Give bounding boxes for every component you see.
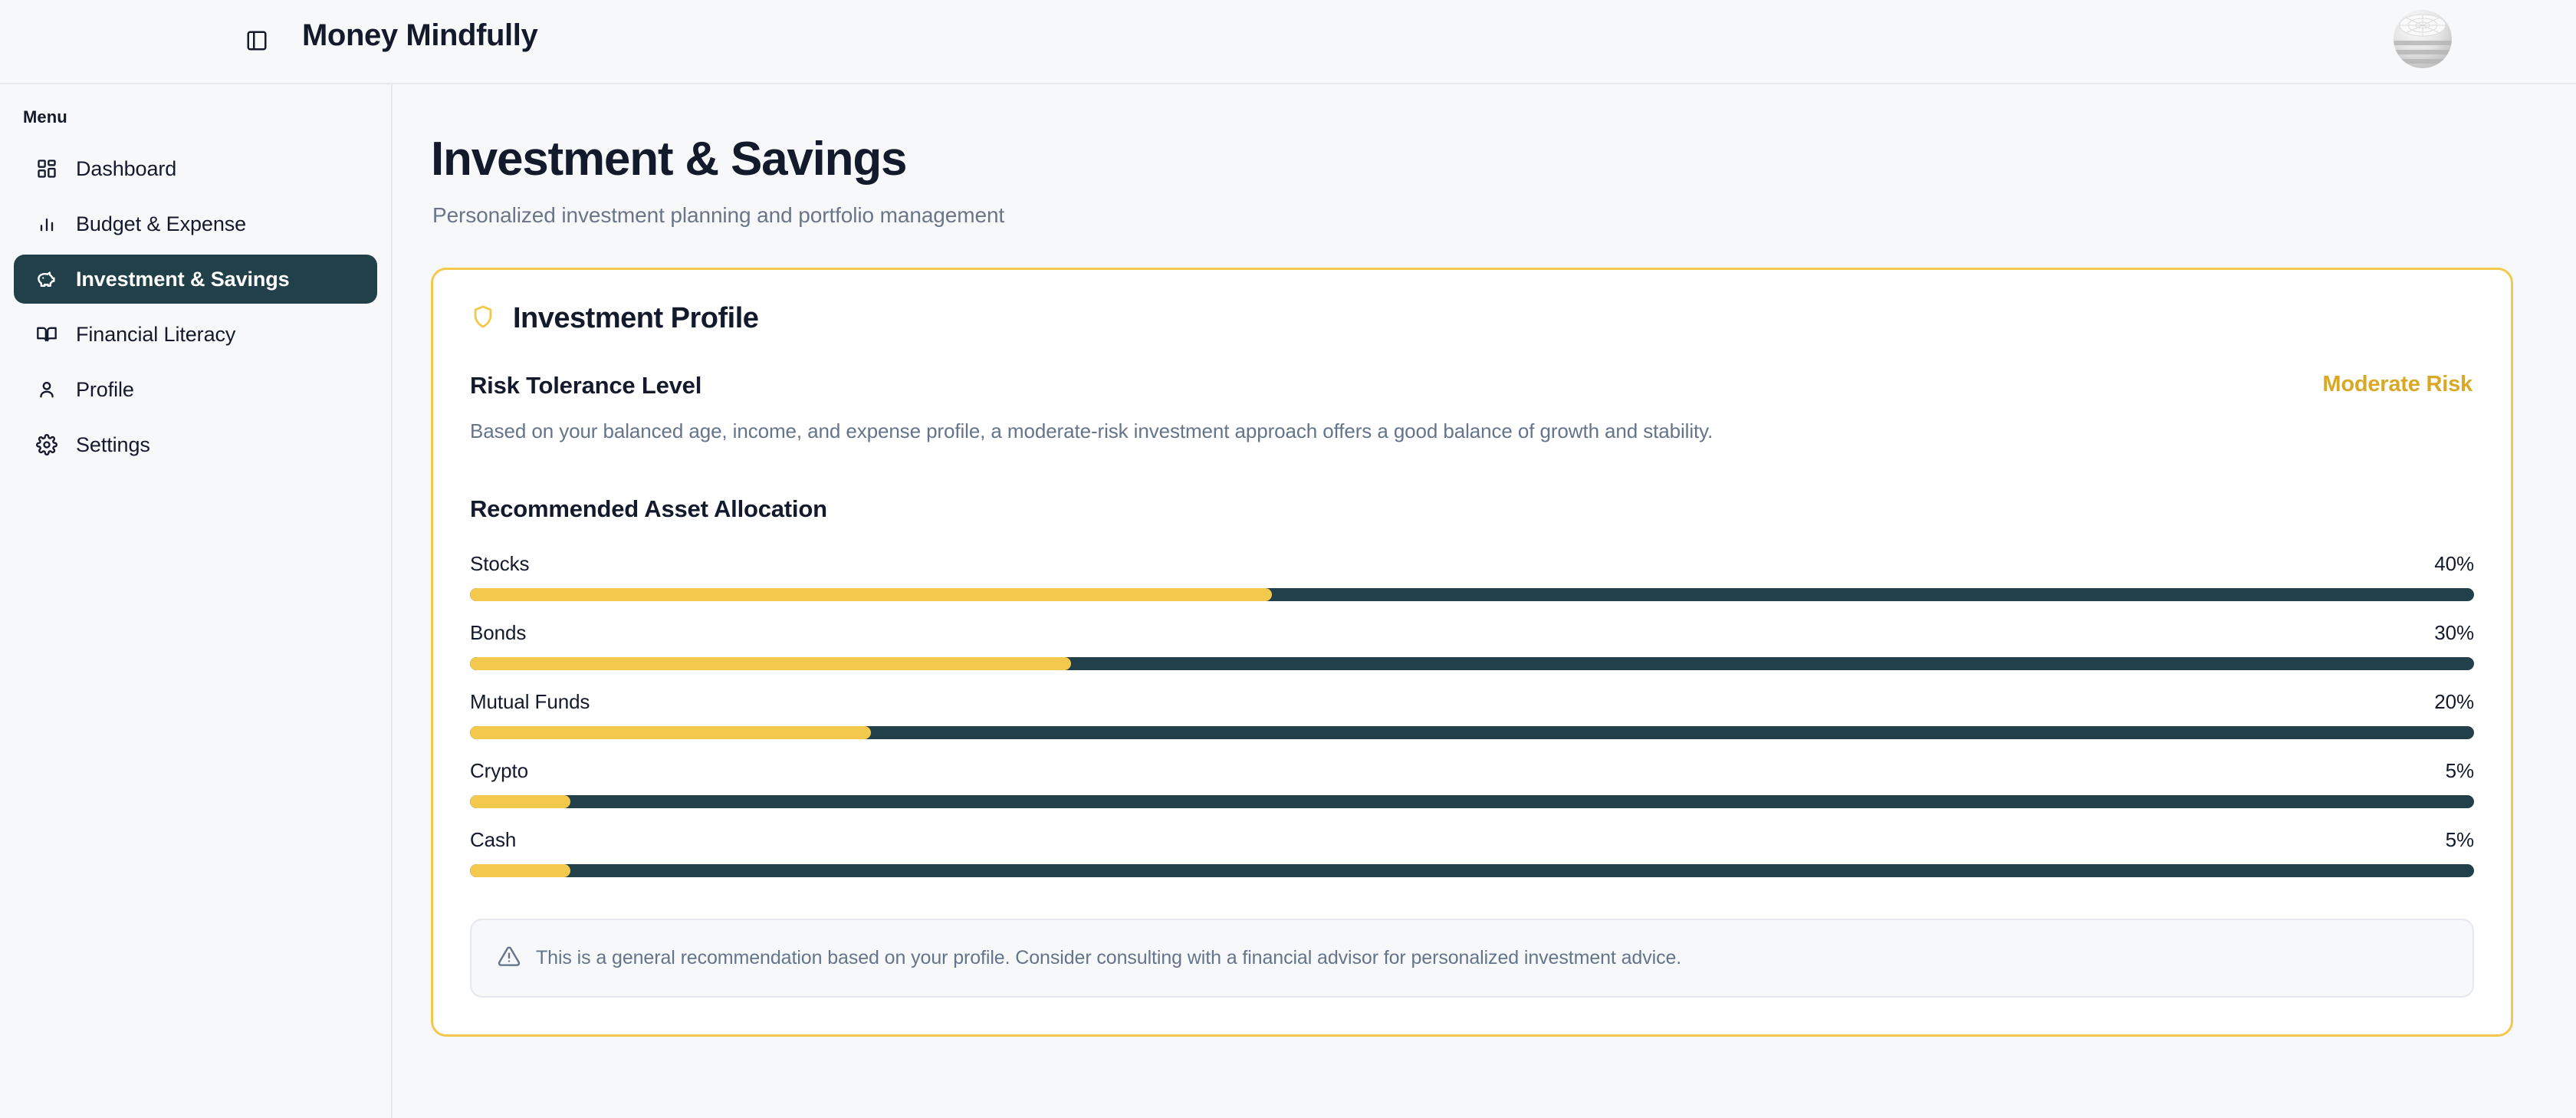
allocation-row: Stocks 40% [470,552,2474,601]
sidebar: Menu Dashboard Budget & Expense Investme… [0,84,393,1118]
app-title: Money Mindfully [302,18,538,52]
warning-triangle-icon [498,945,521,972]
allocation-bar-fill [470,726,871,739]
sidebar-item-label: Financial Literacy [76,322,236,346]
sidebar-toggle-button[interactable] [244,29,270,55]
allocation-bar-track [470,795,2474,808]
sidebar-item-dashboard[interactable]: Dashboard [14,144,377,193]
allocation-value: 5% [2445,828,2474,851]
sidebar-section-label: Menu [23,107,67,127]
main-content: Investment & Savings Personalized invest… [394,84,2576,1118]
allocation-value: 30% [2434,621,2474,644]
sidebar-item-budget-expense[interactable]: Budget & Expense [14,199,377,248]
risk-level-badge: Moderate Risk [2322,372,2472,396]
shield-icon [470,304,496,334]
user-avatar-image [2394,10,2452,68]
sidebar-item-investment-savings[interactable]: Investment & Savings [14,255,377,304]
allocation-bar-fill [470,795,570,808]
allocation-value: 5% [2445,759,2474,782]
allocation-row: Crypto 5% [470,759,2474,808]
grid-icon [33,155,61,182]
allocation-bar-fill [470,657,1072,670]
allocation-row: Cash 5% [470,828,2474,877]
allocation-label: Stocks [470,552,530,575]
card-title: Investment Profile [513,302,759,334]
allocation-label: Cash [470,828,517,851]
sidebar-item-settings[interactable]: Settings [14,420,377,469]
book-open-icon [33,321,61,348]
page-subtitle: Personalized investment planning and por… [432,203,1005,227]
page-title: Investment & Savings [431,133,908,186]
allocation-label: Crypto [470,759,528,782]
sidebar-panel-icon [245,29,268,56]
sidebar-item-label: Profile [76,377,134,401]
allocation-bar-track [470,588,2474,601]
disclaimer-text: This is a general recommendation based o… [536,947,1682,968]
investment-profile-card: Investment Profile Risk Tolerance Level … [431,268,2513,1037]
disclaimer-note: This is a general recommendation based o… [470,919,2474,998]
sidebar-item-profile[interactable]: Profile [14,365,377,414]
allocation-row: Bonds 30% [470,621,2474,670]
asset-allocation-chart: Stocks 40% Bonds 30% Mutual Funds 20% Crypto 5%… [470,552,2474,877]
allocation-bar-fill [470,864,570,877]
sidebar-item-label: Settings [76,432,150,456]
sidebar-item-label: Dashboard [76,156,177,180]
sidebar-item-label: Investment & Savings [76,267,290,291]
allocation-heading: Recommended Asset Allocation [470,495,827,522]
allocation-bar-fill [470,588,1272,601]
allocation-bar-track [470,657,2474,670]
risk-tolerance-row: Risk Tolerance Level Moderate Risk [470,372,2474,400]
top-bar: Money Mindfully [0,0,2576,84]
bar-chart-icon [33,210,61,238]
risk-tolerance-heading: Risk Tolerance Level [470,372,702,399]
allocation-row: Mutual Funds 20% [470,690,2474,739]
allocation-bar-track [470,864,2474,877]
allocation-label: Mutual Funds [470,690,590,713]
allocation-value: 40% [2434,552,2474,575]
user-icon [33,376,61,403]
sidebar-item-financial-literacy[interactable]: Financial Literacy [14,310,377,359]
gear-icon [33,431,61,459]
risk-description: Based on your balanced age, income, and … [470,419,1714,442]
avatar[interactable] [2394,10,2452,68]
allocation-value: 20% [2434,690,2474,713]
card-header: Investment Profile [470,302,2474,335]
piggy-bank-icon [33,265,61,293]
sidebar-item-label: Budget & Expense [76,212,247,235]
allocation-label: Bonds [470,621,527,644]
allocation-bar-track [470,726,2474,739]
